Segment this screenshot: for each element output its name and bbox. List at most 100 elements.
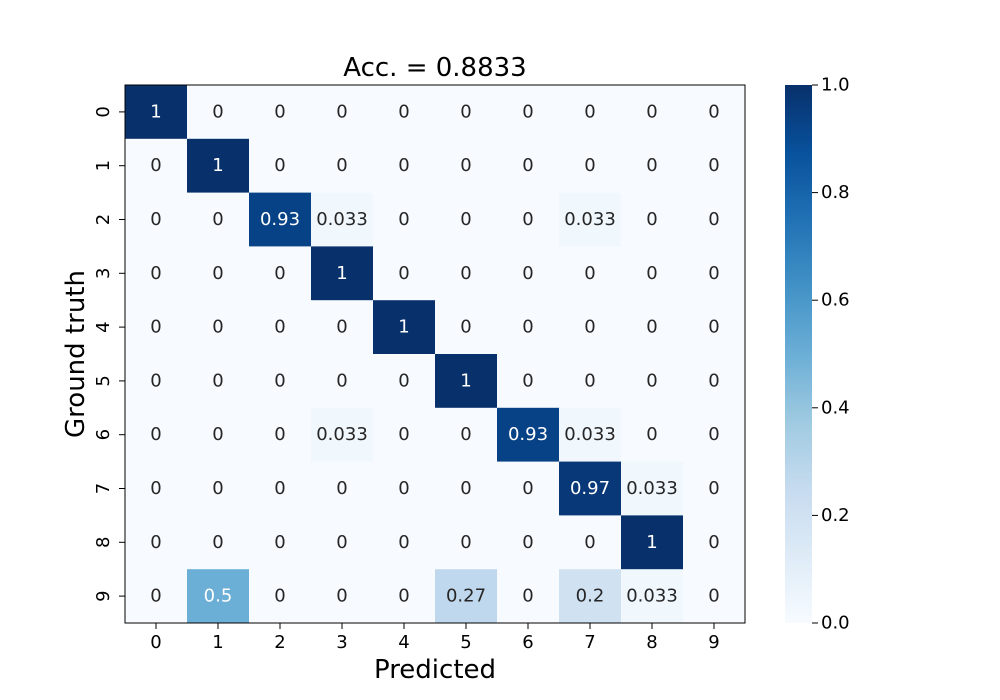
heatmap-cell [125,569,188,624]
cell-value-label: 0 [522,370,533,391]
cell-value-label: 0.5 [204,586,233,607]
heatmap-cell [311,300,374,355]
cell-value-label: 0 [274,370,285,391]
colorbar-tick-label: 0.8 [821,182,850,203]
x-tick-label: 2 [274,632,285,653]
cell-value-label: 0 [646,317,657,338]
heatmap-cell [435,407,498,463]
heatmap-cell [559,85,622,140]
cell-value-label: 0 [708,317,719,338]
cell-value-label: 0 [522,532,533,553]
heatmap-cell [559,138,622,194]
y-tick-label: 6 [93,429,114,440]
heatmap-cell [683,138,746,194]
x-tick-label: 0 [150,632,161,653]
x-tick-label: 9 [708,632,719,653]
heatmap-cell [249,354,312,409]
heatmap-cell [187,192,250,247]
y-tick-label: 4 [93,321,114,332]
x-tick-label: 7 [584,632,595,653]
heatmap-cell [683,354,746,409]
cell-value-label: 0 [460,478,471,499]
cell-value-label: 0 [460,317,471,338]
heatmap-cell [435,461,498,516]
heatmap-cell [311,246,374,301]
cell-value-label: 0 [646,101,657,122]
heatmap-cell [559,354,622,409]
cell-value-label: 0 [274,101,285,122]
heatmap-cell [373,461,436,516]
cell-value-label: 0 [646,424,657,445]
heatmap-cell [435,354,498,409]
cell-value-label: 0 [398,155,409,176]
heatmap-cell [249,300,312,355]
cell-value-label: 0 [212,317,223,338]
cell-value-label: 0 [150,424,161,445]
cell-value-label: 0 [522,209,533,230]
cell-value-label: 0 [212,370,223,391]
heatmap-cell [497,354,560,409]
cell-value-label: 0 [460,532,471,553]
cell-value-label: 0 [336,101,347,122]
cell-value-label: 0 [336,586,347,607]
cell-value-label: 0 [584,263,595,284]
heatmap-cell [621,85,684,140]
heatmap-cell [621,300,684,355]
heatmap-cell [435,569,498,624]
cell-value-label: 0 [398,586,409,607]
cell-value-label: 0 [398,370,409,391]
cell-value-label: 0 [460,209,471,230]
cell-value-label: 1 [398,317,409,338]
heatmap-cell [621,407,684,463]
heatmap-cell [621,354,684,409]
heatmap-cell [683,515,746,570]
heatmap-cell [125,192,188,247]
heatmap-cell [683,192,746,247]
cell-value-label: 0 [150,155,161,176]
heatmap-cell [373,246,436,301]
cell-value-label: 0 [212,424,223,445]
cell-value-label: 0 [212,263,223,284]
heatmap-cell [683,569,746,624]
y-axis-label: Ground truth [61,270,91,438]
heatmap-cell [249,246,312,301]
heatmap-cell [249,85,312,140]
heatmap-cell [683,300,746,355]
heatmap-cell [125,354,188,409]
cell-value-label: 0 [708,209,719,230]
heatmap-cell [373,300,436,355]
cell-value-label: 0.2 [576,586,605,607]
heatmap-cell [683,246,746,301]
heatmap-cell [125,300,188,355]
cell-value-label: 0.97 [570,478,610,499]
colorbar-tick-label: 0.2 [821,505,850,526]
heatmap-cell [373,85,436,140]
heatmap-cell [435,85,498,140]
heatmap-cell [435,300,498,355]
heatmap-cell [187,407,250,463]
heatmap-cell [497,85,560,140]
cell-value-label: 0.033 [564,209,616,230]
heatmap-cell [311,461,374,516]
cell-value-label: 1 [212,155,223,176]
heatmap-cell [497,192,560,247]
cell-value-label: 0 [274,424,285,445]
cell-value-label: 0 [584,370,595,391]
cell-value-label: 0.033 [316,424,368,445]
cell-value-label: 0 [460,424,471,445]
colorbar-tick-label: 1.0 [821,75,850,96]
heatmap-cell [125,461,188,516]
cell-value-label: 0 [460,263,471,284]
heatmap-cell [187,138,250,194]
x-tick-label: 6 [522,632,533,653]
heatmap-cell [125,246,188,301]
cell-value-label: 0 [522,155,533,176]
heatmap-cell [187,85,250,140]
heatmap-cell [249,407,312,463]
cell-value-label: 0 [708,263,719,284]
y-tick-label: 9 [93,590,114,601]
heatmap-cell [497,569,560,624]
cell-value-label: 0 [150,532,161,553]
cell-value-label: 0 [274,263,285,284]
